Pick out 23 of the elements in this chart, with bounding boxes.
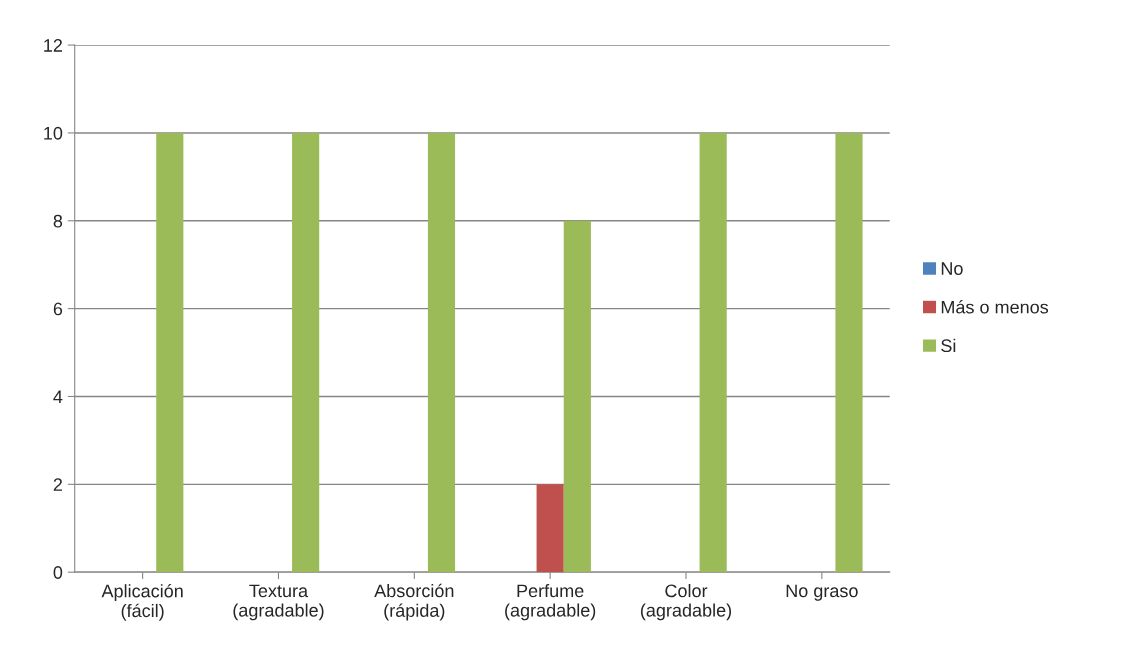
bar xyxy=(156,132,184,573)
bar xyxy=(563,220,591,573)
x-tick-label: Perfume (agradable) xyxy=(505,583,596,621)
y-tick-label: 4 xyxy=(53,390,63,404)
legend-label: No xyxy=(941,262,963,275)
y-tick-label: 0 xyxy=(53,566,63,579)
y-tick-label: 10 xyxy=(44,126,63,140)
bar xyxy=(292,132,320,573)
bar xyxy=(835,132,863,573)
y-tick-label: 12 xyxy=(44,39,62,52)
bar xyxy=(536,484,564,573)
x-tick-label: No graso xyxy=(786,584,858,601)
legend-label: Si xyxy=(941,338,956,353)
y-tick-label: 6 xyxy=(53,302,63,316)
x-tick-label: Absorción (rápida) xyxy=(374,583,454,621)
bar xyxy=(427,132,456,573)
y-tick-label: 2 xyxy=(53,478,62,491)
bar xyxy=(699,132,727,573)
y-tick-label: 8 xyxy=(53,214,63,228)
x-tick-label: Textura (agradable) xyxy=(233,584,324,621)
legend-label: Más o menos xyxy=(941,300,1049,314)
x-tick-label: Color (agradable) xyxy=(640,583,732,621)
x-tick-label: Aplicación (fácil) xyxy=(101,583,183,621)
